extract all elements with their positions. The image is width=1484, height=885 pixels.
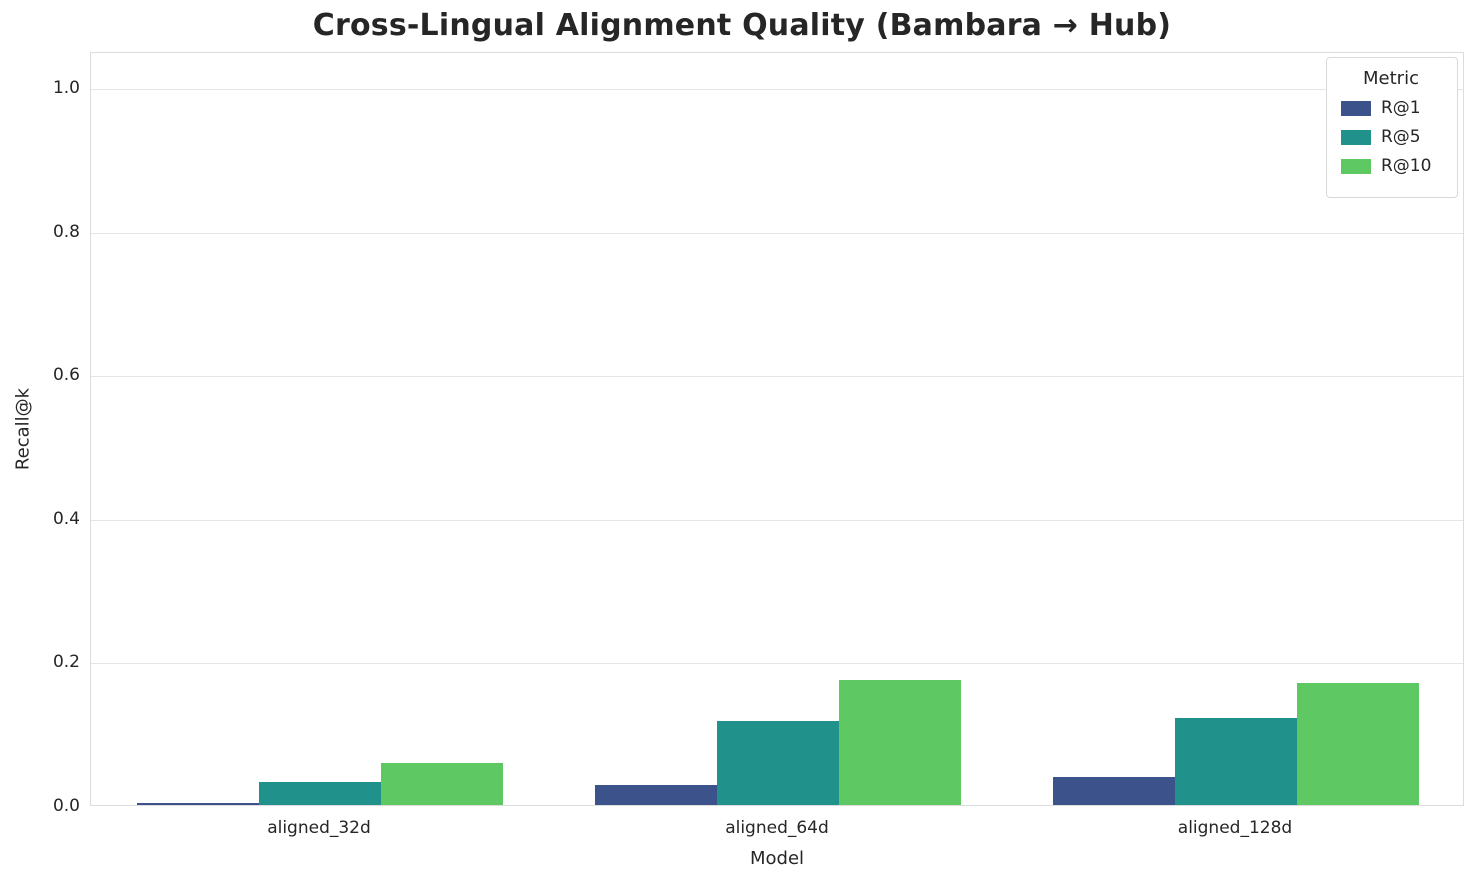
y-axis-label: Recall@k: [12, 387, 34, 471]
legend-label: R@10: [1381, 156, 1432, 176]
bar-aligned_64d-r-at-1: [594, 785, 717, 805]
gridline: [91, 88, 1463, 90]
legend-label: R@5: [1381, 127, 1421, 147]
y-tick-label: 1.0: [52, 77, 80, 98]
legend-items: R@1 R@5 R@10: [1341, 98, 1441, 176]
y-tick-label: 0.4: [52, 508, 80, 529]
gridline: [91, 663, 1463, 665]
y-tick-label: 0.2: [52, 652, 80, 673]
gridline: [91, 376, 1463, 378]
bar-aligned_32d-r-at-1: [136, 803, 259, 805]
bar-aligned_64d-r-at-10: [839, 680, 962, 805]
legend-item-r-at-5: R@5: [1341, 127, 1441, 147]
y-tick-label: 0.8: [52, 221, 80, 242]
legend-item-r-at-1: R@1: [1341, 98, 1441, 118]
plot-area: [90, 52, 1464, 806]
legend-item-r-at-10: R@10: [1341, 156, 1441, 176]
chart-title: Cross-Lingual Alignment Quality (Bambara…: [312, 8, 1172, 43]
y-tick-label: 0.6: [52, 365, 80, 386]
x-tick-label-aligned_32d: aligned_32d: [267, 818, 371, 838]
x-tick-label-aligned_64d: aligned_64d: [725, 818, 829, 838]
legend-title: Metric: [1363, 68, 1419, 89]
legend: Metric R@1 R@5 R@10: [1326, 57, 1458, 198]
gridline: [91, 232, 1463, 234]
x-axis-label: Model: [749, 848, 805, 869]
bar-aligned_32d-r-at-10: [381, 763, 504, 805]
x-tick-label-aligned_128d: aligned_128d: [1177, 818, 1293, 838]
legend-swatch-icon: [1341, 158, 1371, 174]
y-tick-label: 0.0: [52, 796, 80, 816]
bar-aligned_64d-r-at-5: [716, 721, 840, 805]
legend-swatch-icon: [1341, 100, 1371, 116]
bar-aligned_128d-r-at-1: [1052, 777, 1175, 805]
gridline: [91, 519, 1463, 521]
bar-aligned_128d-r-at-5: [1174, 718, 1298, 805]
legend-label: R@1: [1381, 98, 1421, 118]
legend-swatch-icon: [1341, 129, 1371, 145]
bar-aligned_128d-r-at-10: [1297, 683, 1420, 805]
bar-aligned_32d-r-at-5: [258, 782, 382, 805]
